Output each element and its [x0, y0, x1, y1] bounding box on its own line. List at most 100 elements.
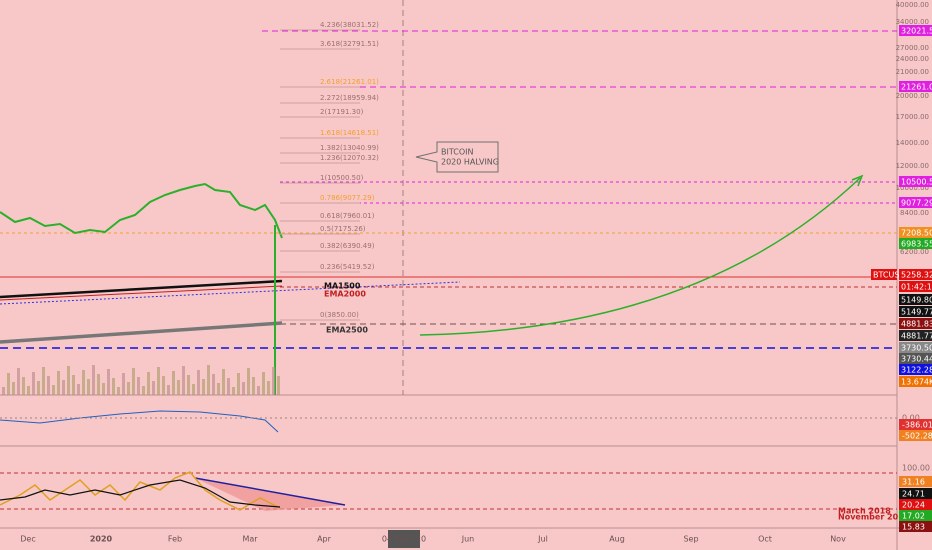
- volume-bar: [112, 378, 115, 395]
- price-label: 9077.29: [901, 199, 932, 208]
- wedge: [195, 478, 345, 511]
- indicator-label: 24.71: [902, 490, 925, 499]
- indicator-label: -386.01: [902, 421, 932, 430]
- price-label: 32021.52: [901, 27, 932, 36]
- price-label-bg: [899, 342, 932, 353]
- volume-bar: [52, 385, 55, 395]
- time-tick: Sep: [683, 535, 698, 544]
- volume-bar: [97, 374, 100, 395]
- indicator-label: 20.24: [902, 501, 925, 510]
- fib-label: 1.618(14618.51): [320, 129, 379, 137]
- price-label: BTCUSD: [873, 271, 906, 280]
- volume-bar: [197, 370, 200, 395]
- price-label: 7208.50: [901, 229, 932, 238]
- volume-bar: [252, 377, 255, 395]
- price-label-bg: [899, 281, 932, 292]
- indicator-label: 15.83: [902, 523, 925, 532]
- volume-bar: [172, 371, 175, 395]
- time-marker: [388, 530, 420, 548]
- volume-bar: [262, 372, 265, 395]
- price-label: 4881.83: [901, 320, 932, 329]
- price-label: 10500.50: [901, 178, 932, 187]
- annotation: November 2018: [838, 513, 910, 522]
- price-label-bg: [899, 364, 932, 375]
- volume-bar: [277, 376, 280, 395]
- volume-bar: [267, 381, 270, 395]
- price-tick: 20000.00: [896, 92, 929, 100]
- fib-label: 0.618(7960.01): [320, 212, 375, 220]
- volume-bar: [177, 380, 180, 395]
- indicator-label: 100.00: [902, 464, 930, 473]
- volume-bar: [82, 370, 85, 395]
- indicator-label-bg: [899, 488, 932, 499]
- time-tick: Jun: [461, 535, 475, 544]
- indicator-label: 31.16: [902, 478, 925, 487]
- price-tick: 10000.00: [896, 184, 929, 192]
- volume-bar: [257, 386, 260, 395]
- indicator-label-bg: [899, 430, 932, 441]
- volume-bar: [102, 383, 105, 395]
- volume-bar: [132, 368, 135, 395]
- volume-bar: [162, 376, 165, 395]
- fib-label: 2(17191.30): [320, 108, 364, 116]
- price-label-bg: [899, 330, 932, 341]
- fib-label: 3.618(32791.51): [320, 40, 379, 48]
- fib-label: 0.786(9077.29): [320, 194, 375, 202]
- volume-bar: [57, 371, 60, 395]
- price-tick: 27000.00: [896, 44, 929, 52]
- volume-bar: [22, 377, 25, 395]
- volume-bar: [67, 366, 70, 395]
- fib-label: 1(10500.50): [320, 174, 364, 182]
- price-label-bg: [899, 176, 932, 187]
- macd-line: [0, 410, 279, 433]
- fib-label: 1.236(12070.32): [320, 154, 379, 162]
- fib-label: 0.382(6390.49): [320, 242, 375, 250]
- time-tick: Nov: [830, 535, 846, 544]
- volume-bar: [237, 373, 240, 395]
- price-tick: 8400.00: [900, 209, 929, 217]
- volume-bar: [47, 376, 50, 395]
- price-tick: 12000.00: [896, 162, 929, 170]
- annotation: MA1500: [324, 282, 361, 291]
- volume-bar: [32, 372, 35, 395]
- price-label: 5149.77: [901, 308, 932, 317]
- indicator-label-bg: [899, 499, 932, 510]
- volume-bar: [222, 369, 225, 395]
- volume-bar: [122, 373, 125, 395]
- fib-label: 1.382(13040.99): [320, 144, 379, 152]
- volume-bar: [187, 375, 190, 395]
- price-label: 01:42:19: [901, 283, 932, 292]
- price-label: 3730.44: [901, 355, 932, 364]
- indicator-label: 0.00: [902, 414, 920, 423]
- price-label-bg: [899, 81, 932, 92]
- volume-bar: [272, 367, 275, 395]
- price-label: 6983.55: [901, 240, 932, 249]
- price-label: 3122.28: [901, 366, 932, 375]
- price-tick: 14000.00: [896, 139, 929, 147]
- ma-line: [0, 279, 283, 299]
- price-label-bg: [871, 269, 897, 280]
- fib-label: 0(3850.00): [320, 311, 359, 319]
- price-label-bg: [899, 238, 932, 249]
- price-label-bg: [899, 376, 932, 387]
- volume-bar: [127, 382, 130, 395]
- volume-bar: [242, 382, 245, 395]
- time-tick: Aug: [609, 535, 625, 544]
- volume-bar: [182, 366, 185, 395]
- time-tick: Dec: [20, 535, 35, 544]
- volume-bar: [167, 385, 170, 395]
- time-tick: Apr: [317, 535, 332, 544]
- volume-bar: [207, 365, 210, 395]
- price-label: 5149.80: [901, 296, 932, 305]
- indicator-label-bg: [899, 510, 932, 521]
- volume-bar: [92, 365, 95, 395]
- price-label-bg: [899, 353, 932, 364]
- oscillator: [0, 479, 281, 508]
- price-tick: 40000.00: [896, 1, 929, 9]
- volume-bar: [12, 382, 15, 395]
- volume-bar: [202, 379, 205, 395]
- price-label-bg: [899, 318, 932, 329]
- price-tick: 21000.00: [896, 68, 929, 76]
- price-label-bg: [899, 294, 932, 305]
